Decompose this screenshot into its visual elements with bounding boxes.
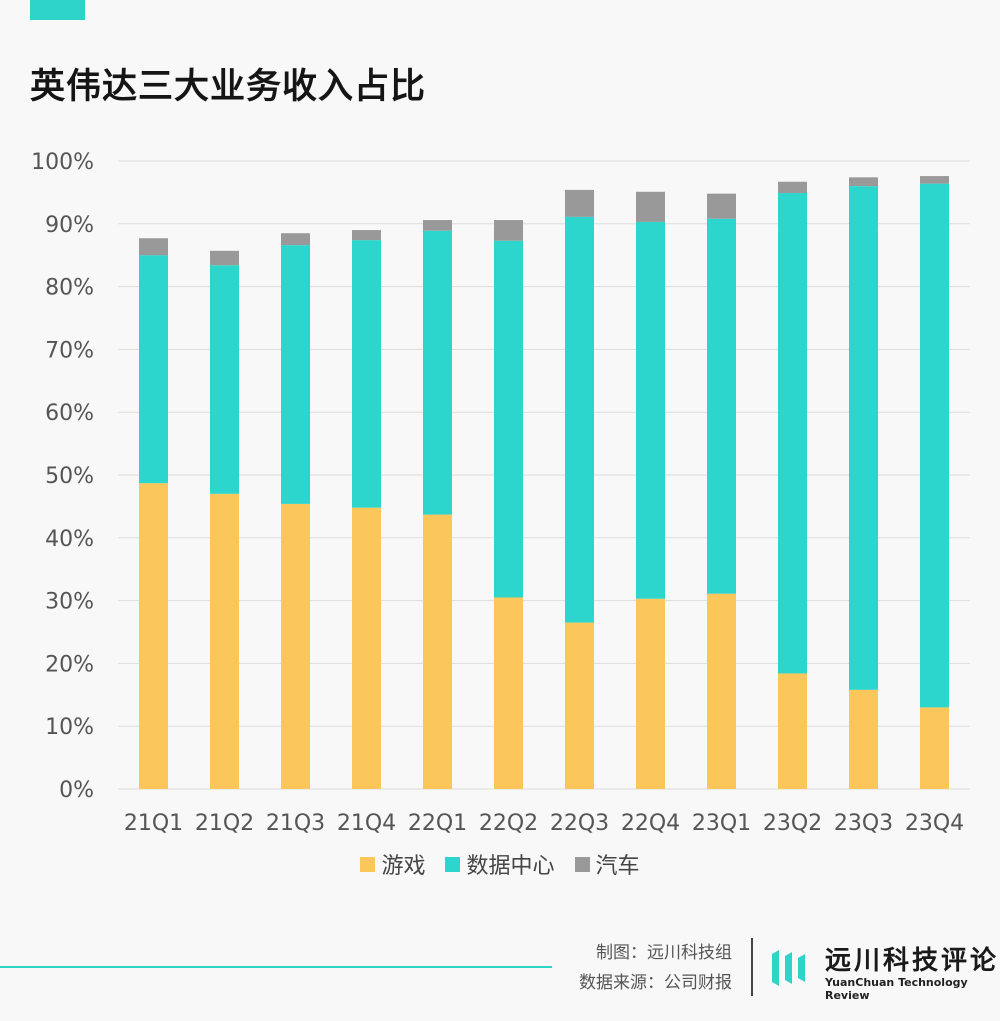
footer-divider (751, 938, 753, 996)
accent-tab (30, 0, 85, 20)
legend-item-gaming: 游戏 (360, 848, 425, 880)
brand-name: 远川科技评论 (825, 946, 1000, 976)
bar-gaming (636, 598, 665, 789)
chart-title: 英伟达三大业务收入占比 (30, 67, 427, 107)
brand-name-english: YuanChuan Technology Review (825, 976, 968, 1002)
x-tick-label: 23Q4 (905, 811, 964, 836)
bar-auto (139, 238, 168, 256)
legend-swatch-auto (574, 856, 590, 872)
chart-legend: 游戏 数据中心 汽车 (0, 848, 1000, 880)
bar-gaming (139, 483, 168, 789)
bar-auto (352, 230, 381, 241)
x-tick-label: 21Q1 (124, 811, 183, 836)
bar-datacenter (565, 216, 594, 623)
stacked-bar-chart: 0% 10% 20% 30% 40% 50% 60% 70% 80% 90% 100% 21Q1 21Q… (31, 150, 970, 836)
x-tick-label: 22Q3 (550, 811, 609, 836)
bar-gaming (920, 707, 949, 789)
bar-gaming (849, 689, 878, 789)
bar-auto (849, 177, 878, 187)
legend-label-gaming: 游戏 (381, 854, 426, 879)
x-tick-label: 22Q2 (479, 811, 538, 836)
legend-swatch-datacenter (445, 856, 461, 872)
x-tick-label: 21Q2 (195, 811, 254, 836)
credit-source: 数据来源：公司财报 (579, 973, 732, 993)
y-tick-label: 30% (45, 590, 94, 615)
bar-datacenter (139, 255, 168, 484)
bar-gaming (352, 507, 381, 789)
bar-gaming (281, 503, 310, 789)
legend-item-datacenter: 数据中心 (445, 848, 555, 880)
x-tick-label: 23Q1 (692, 811, 751, 836)
y-tick-label: 0% (59, 778, 94, 803)
footer-accent-line (0, 966, 552, 968)
legend-item-auto: 汽车 (574, 848, 640, 880)
x-tick-label: 21Q3 (266, 811, 325, 836)
bar-gaming (210, 493, 239, 789)
y-tick-label: 70% (45, 338, 94, 363)
bar-datacenter (352, 240, 381, 508)
bar-gaming (778, 673, 807, 789)
y-tick-label: 20% (45, 652, 94, 677)
bar-auto (565, 189, 594, 217)
bar-auto (210, 250, 239, 266)
bar-gaming (494, 597, 523, 789)
x-tick-label: 22Q1 (408, 811, 467, 836)
bar-gaming (423, 514, 452, 789)
legend-swatch-gaming (360, 856, 376, 872)
x-tick-label: 22Q4 (621, 811, 680, 836)
y-tick-label: 80% (45, 276, 94, 301)
bar-datacenter (849, 186, 878, 690)
footer-credits: 制图：远川科技组 数据来源：公司财报 (579, 938, 732, 998)
x-tick-label: 23Q3 (834, 811, 893, 836)
bar-datacenter (494, 240, 523, 598)
bar-datacenter (281, 245, 310, 504)
bar-datacenter (210, 265, 239, 494)
y-tick-label: 10% (45, 715, 94, 740)
y-tick-label: 40% (45, 527, 94, 552)
bar-gaming (565, 622, 594, 789)
brand-logo-icon (772, 950, 805, 986)
x-tick-label: 23Q2 (763, 811, 822, 836)
legend-label-datacenter: 数据中心 (466, 854, 555, 879)
bar-gaming (707, 593, 736, 789)
bar-datacenter (920, 183, 949, 708)
bar-datacenter (423, 230, 452, 515)
bar-datacenter (636, 221, 665, 599)
bar-auto (494, 220, 523, 241)
bar-auto (920, 176, 949, 184)
credit-maker: 制图：远川科技组 (596, 943, 732, 963)
bar-auto (423, 220, 452, 231)
y-tick-label: 60% (45, 401, 94, 426)
y-tick-label: 50% (45, 464, 94, 489)
y-tick-label: 90% (45, 213, 94, 238)
legend-label-auto: 汽车 (595, 854, 640, 879)
bar-auto (636, 191, 665, 222)
bar-auto (707, 193, 736, 219)
bar-datacenter (707, 218, 736, 594)
y-tick-label: 100% (31, 150, 94, 175)
x-tick-label: 21Q4 (337, 811, 396, 836)
bar-auto (281, 233, 310, 246)
bar-datacenter (778, 193, 807, 674)
bar-auto (778, 181, 807, 194)
